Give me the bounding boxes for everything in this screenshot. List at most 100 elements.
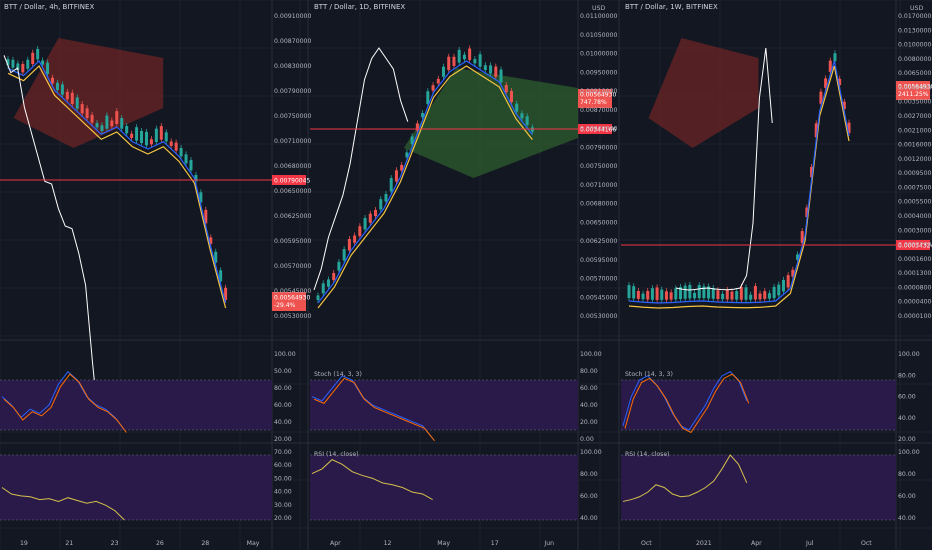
candle-body (468, 48, 472, 61)
stoch-band (0, 380, 272, 430)
candle-body (90, 114, 94, 123)
price-tick: 0.00001000 (898, 313, 932, 320)
candle-body (342, 249, 346, 261)
rsi-line (311, 459, 433, 501)
price-tick: 0.00016000 (898, 256, 932, 263)
candle-body (363, 217, 367, 230)
candle-body (70, 92, 74, 104)
conversion-line (317, 60, 533, 304)
stoch-tick: 40.00 (274, 419, 292, 426)
last-price-label: 0.00564930 (580, 92, 616, 99)
last-price-badge (578, 89, 612, 108)
candle-body (154, 128, 158, 142)
rsi-tick: 60.00 (898, 493, 916, 500)
stoch-k-line (622, 371, 748, 431)
price-tick: 0.00910000 (274, 13, 311, 20)
candle-body (791, 269, 795, 277)
last-change-label: 2411.25% (898, 91, 929, 98)
candle-body (655, 287, 659, 300)
candle-body (16, 63, 20, 70)
candle-body (159, 126, 163, 140)
price-tick: 0.00650000 (580, 219, 617, 226)
price-tick: 0.00910000 (580, 88, 617, 95)
price-tick: 0.00075000 (898, 184, 932, 191)
candle-body (36, 48, 40, 60)
price-tick: 0.00625000 (274, 213, 311, 220)
candle-body (199, 192, 203, 203)
rsi-title: RSI (14, close) (314, 451, 359, 458)
rsi-tick: 40.00 (274, 489, 292, 496)
candle-body (763, 291, 767, 299)
chart-title: BTT / Dollar, 4h, BITFINEX (4, 3, 94, 11)
price-tick: 0.00013000 (898, 270, 932, 277)
rsi-tick: 80.00 (580, 471, 598, 478)
stoch-tick: 0.00 (580, 436, 594, 443)
candle-body (46, 62, 50, 74)
candle-body (384, 194, 388, 202)
candle-body (525, 116, 529, 125)
time-tick: 19 (20, 540, 28, 547)
price-tick: 0.00095000 (898, 170, 932, 177)
candle-body (462, 54, 466, 60)
candle-body (707, 286, 711, 299)
stoch-tick: 20.00 (898, 436, 916, 443)
candle-body (105, 115, 109, 129)
price-tick: 0.00530000 (580, 313, 617, 320)
time-tick: 17 (491, 540, 499, 547)
candle-body (721, 293, 725, 300)
price-tick: 0.00950000 (580, 69, 617, 76)
last-price-label: 0.00564930 (898, 84, 932, 91)
currency-label: USD (592, 5, 605, 12)
candle-body (489, 65, 493, 74)
candle-body (767, 293, 771, 299)
price-tick: 0.00790000 (580, 144, 617, 151)
candle-body (120, 118, 124, 129)
candle-body (316, 295, 320, 300)
candle-body (125, 126, 129, 134)
candle-body (189, 160, 193, 171)
candle-body (421, 113, 425, 118)
rsi-title: RSI (14, close) (625, 451, 670, 458)
candle-body (627, 285, 631, 298)
last-price-label: 0.00564930 (274, 295, 310, 302)
price-tick: 0.00650000 (898, 70, 932, 77)
candle-body (693, 292, 697, 299)
price-tick: 0.00870000 (274, 38, 311, 45)
rsi-band (621, 455, 896, 520)
candle-body (426, 91, 430, 104)
candle-body (379, 199, 383, 210)
time-tick: 12 (384, 540, 392, 547)
price-tick: 0.00710000 (580, 182, 617, 189)
candle-body (110, 120, 114, 127)
candle-body (632, 286, 636, 299)
candle-body (389, 178, 393, 192)
price-tick: 0.01000000 (580, 51, 617, 58)
candle-body (179, 148, 183, 157)
candle-body (725, 289, 729, 300)
stoch-tick: 80.00 (898, 372, 916, 379)
candle-body (368, 213, 372, 223)
price-tick: 0.00595000 (274, 238, 311, 245)
price-tick: 0.00790000 (274, 88, 311, 95)
price-tick: 0.00022000 (898, 242, 932, 249)
candle-body (75, 97, 79, 109)
candle-body (716, 290, 720, 300)
candle-body (224, 287, 228, 300)
candle-body (641, 293, 645, 300)
base-line (7, 65, 227, 309)
candle-body (515, 103, 519, 112)
candle-body (321, 283, 325, 294)
candle-body (796, 254, 800, 260)
rsi-tick: 100.00 (898, 449, 920, 456)
price-tick: 0.00350000 (898, 99, 932, 106)
base-line (317, 65, 533, 309)
candle-body (749, 294, 753, 300)
candle-body (447, 56, 451, 71)
conversion-line (7, 60, 227, 304)
reference-badge (896, 240, 930, 250)
time-tick: May (247, 540, 260, 547)
candle-body (95, 123, 99, 128)
price-tick: 0.00830000 (580, 126, 617, 133)
candle-body (353, 235, 357, 243)
